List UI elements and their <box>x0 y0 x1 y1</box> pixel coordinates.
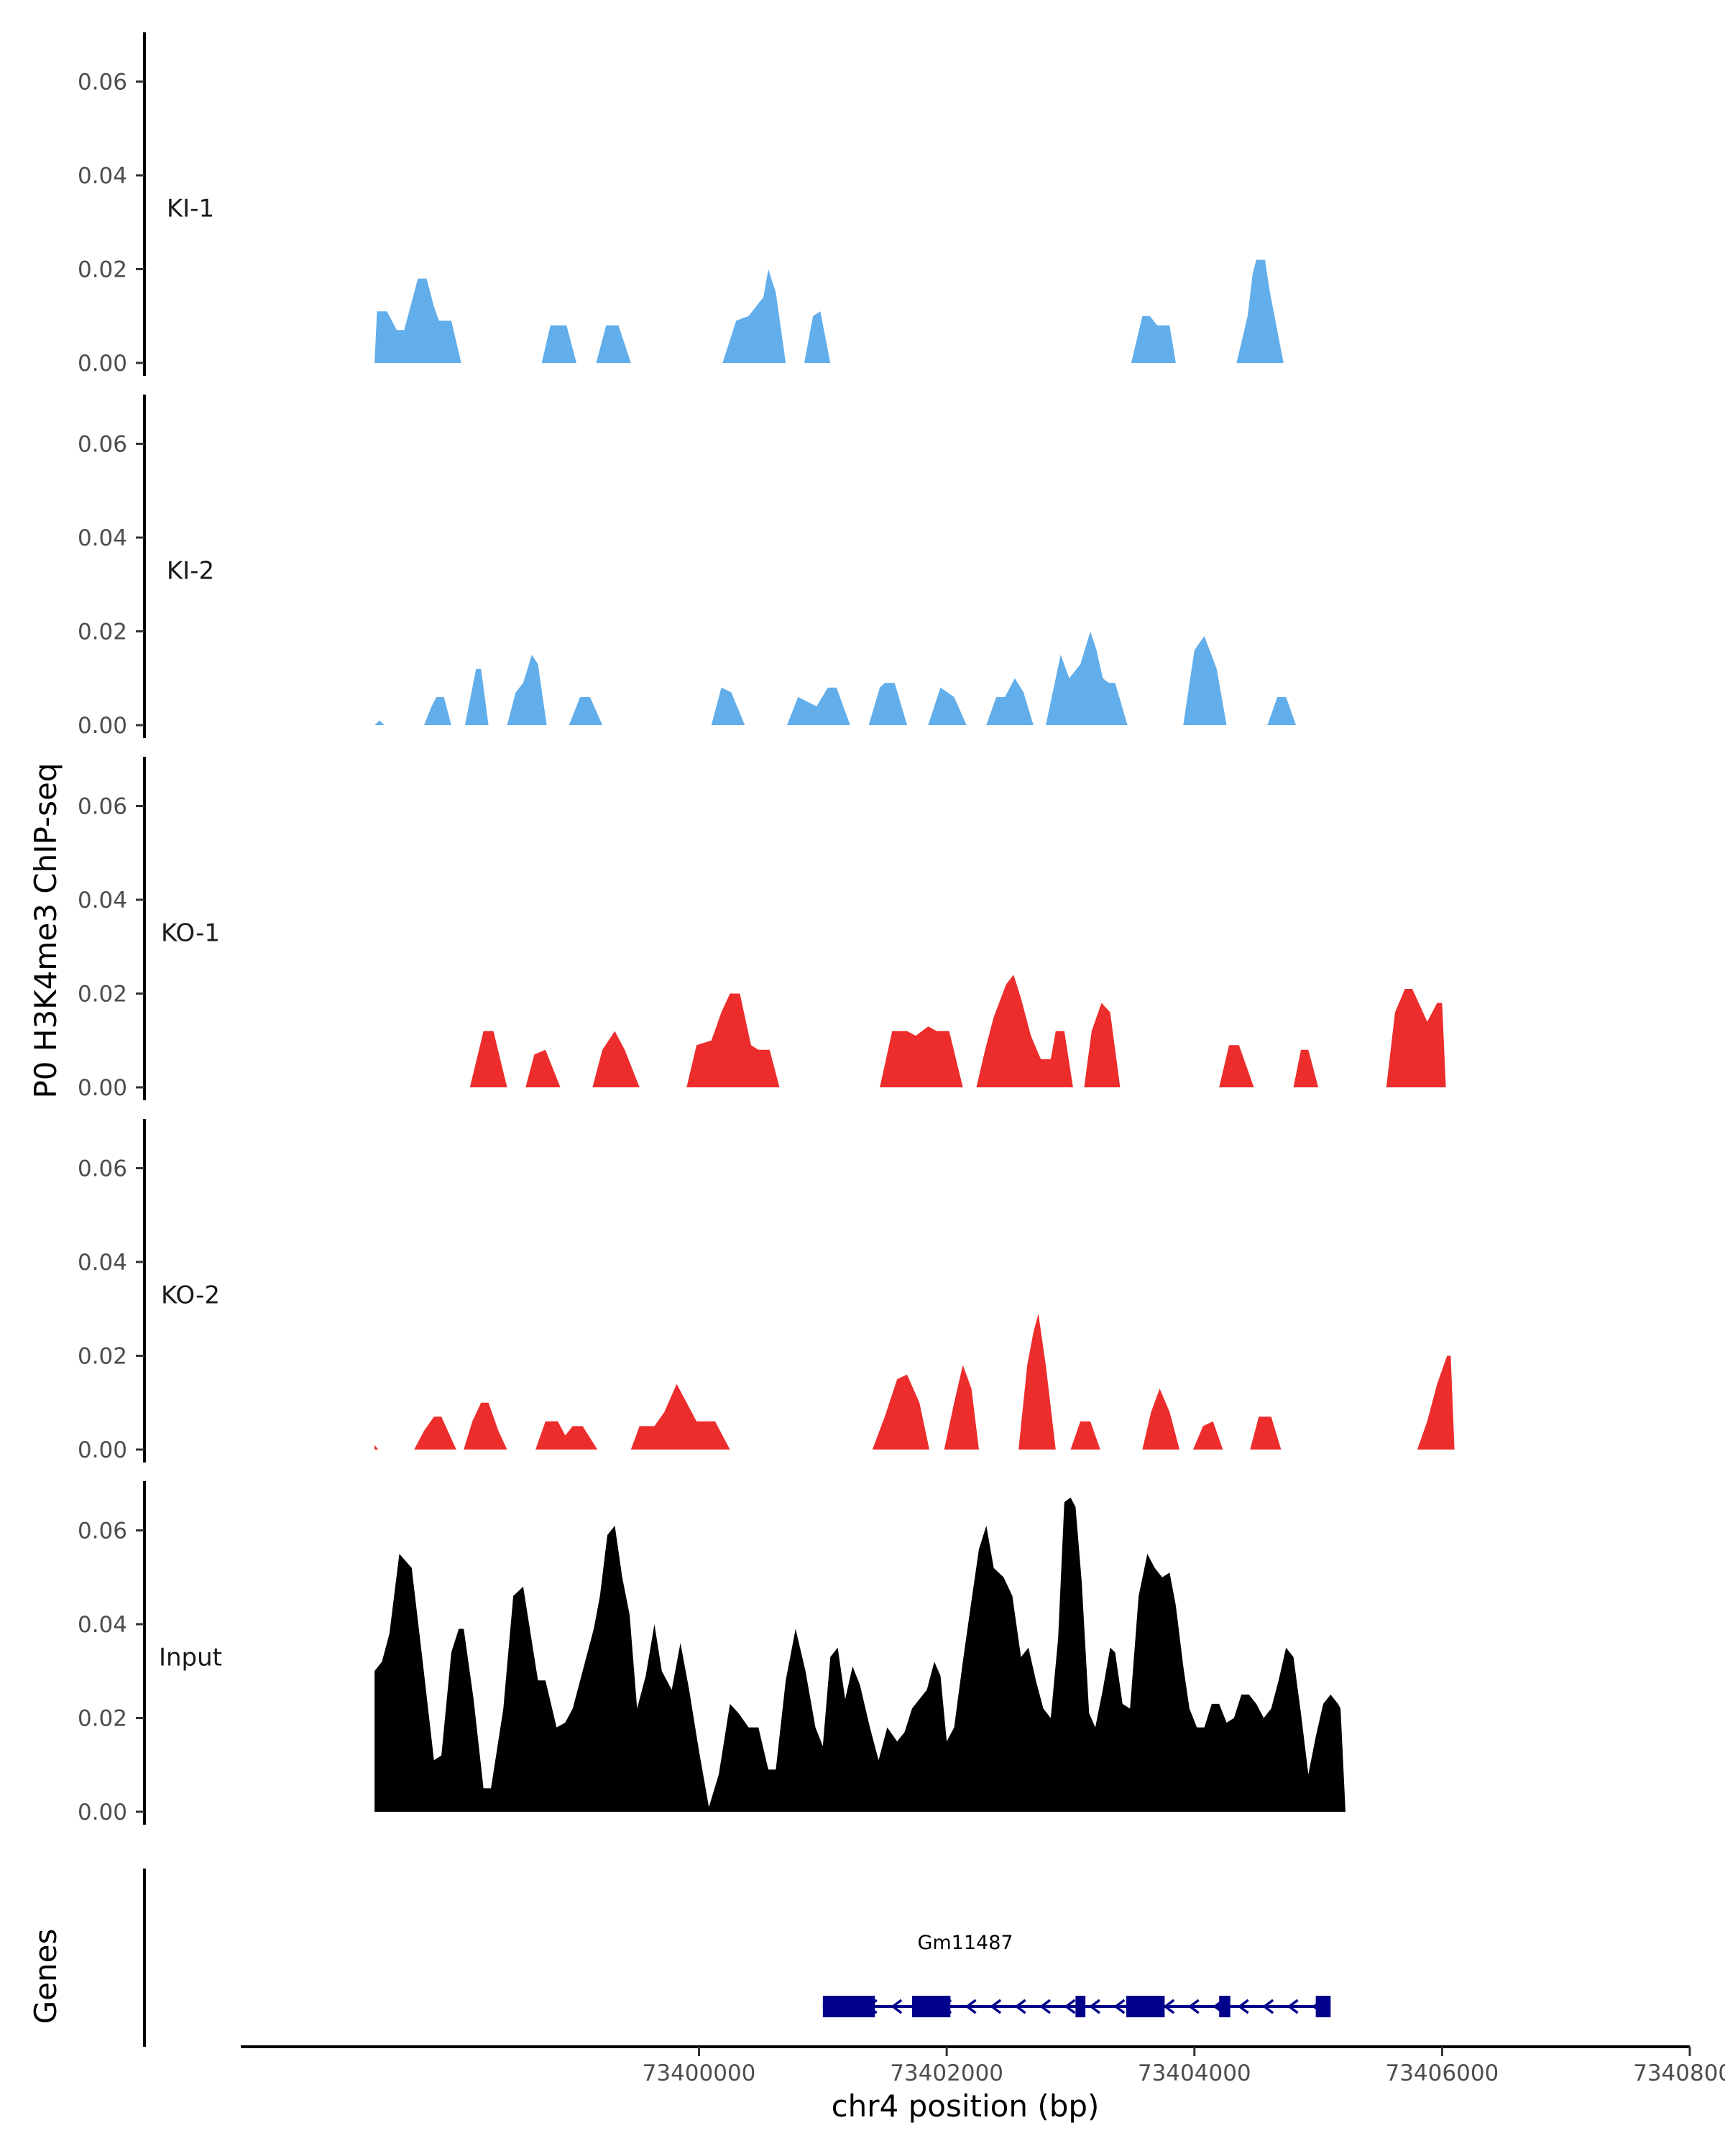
y-tick-label: 0.04 <box>78 1250 127 1276</box>
strand-arrow <box>990 1999 1002 2014</box>
gene-name-label: Gm11487 <box>917 1932 1013 1954</box>
y-tick-label: 0.00 <box>78 713 127 739</box>
strand-arrow <box>1089 1999 1100 2014</box>
genes-layer <box>143 1869 1331 2047</box>
signal-area <box>374 1497 1346 1812</box>
y-tick-label: 0.06 <box>78 1519 127 1544</box>
y-tick-label: 0.00 <box>78 1800 127 1825</box>
y-tick-label: 0.06 <box>78 432 127 458</box>
y-tick-label: 0.04 <box>78 888 127 913</box>
track-panel-input: 0.00 0.02 0.04 0.06 Input <box>78 1481 1346 1825</box>
gene-exon <box>911 1996 951 2017</box>
tracks-layer: 0.00 0.02 0.04 0.06 KI-1 0.00 0.02 0.04 0.06 KI-2… <box>78 32 1455 1825</box>
strand-arrow <box>1064 1999 1076 2014</box>
strand-arrow <box>1039 1999 1052 2014</box>
y-tick-label: 0.02 <box>78 619 127 645</box>
track-label: KI-2 <box>167 557 214 586</box>
track-panel-ki-1: 0.00 0.02 0.04 0.06 KI-1 <box>78 32 1319 377</box>
gene-exon <box>1219 1996 1230 2017</box>
genes-track-title: Genes <box>28 1929 63 2024</box>
strand-arrow <box>965 1999 977 2014</box>
track-panel-ki-2: 0.00 0.02 0.04 0.06 KI-2 <box>78 395 1297 739</box>
y-tick-label: 0.06 <box>78 1156 127 1182</box>
x-tick-label: 73408000 <box>1633 2060 1725 2086</box>
gene-exon <box>1075 1996 1086 2017</box>
strand-arrow <box>891 1999 903 2014</box>
x-axis: 73400000 73402000 73404000 73406000 73408000 <box>241 2045 1725 2086</box>
signal-area <box>374 259 1319 363</box>
track-label: KO-2 <box>161 1281 220 1310</box>
y-tick-label: 0.04 <box>78 1612 127 1638</box>
y-tick-label: 0.00 <box>78 351 127 377</box>
y-tick-label: 0.06 <box>78 70 127 96</box>
x-tick-label: 73400000 <box>643 2060 756 2086</box>
strand-arrow <box>1163 1999 1175 2014</box>
strand-arrow <box>1014 1999 1026 2014</box>
signal-area <box>374 1313 1455 1450</box>
gene-exon <box>822 1996 875 2017</box>
y-tick-label: 0.00 <box>78 1075 127 1101</box>
strand-arrow <box>1287 1999 1299 2014</box>
gene-exon <box>1315 1996 1331 2017</box>
signal-area <box>374 631 1297 725</box>
x-tick-label: 73402000 <box>890 2060 1003 2086</box>
y-tick-label: 0.04 <box>78 525 127 551</box>
track-panel-ko-2: 0.00 0.02 0.04 0.06 KO-2 <box>78 1119 1455 1463</box>
gene-exon <box>1126 1996 1165 2017</box>
track-panel-ko-1: 0.00 0.02 0.04 0.06 KO-1 <box>78 757 1446 1101</box>
x-tick-label: 73404000 <box>1138 2060 1251 2086</box>
track-label: KO-1 <box>161 919 220 948</box>
x-axis-title: chr4 position (bp) <box>832 2088 1100 2124</box>
strand-arrow <box>1113 1999 1126 2014</box>
x-tick-label: 73406000 <box>1385 2060 1499 2086</box>
y-tick-label: 0.02 <box>78 1344 127 1370</box>
y-tick-label: 0.04 <box>78 163 127 189</box>
signal-area <box>469 975 1446 1087</box>
track-label: KI-1 <box>167 195 214 224</box>
y-tick-label: 0.02 <box>78 257 127 283</box>
strand-arrow <box>1187 1999 1200 2014</box>
y-tick-label: 0.02 <box>78 982 127 1008</box>
y-tick-label: 0.06 <box>78 794 127 820</box>
strand-arrow <box>1262 1999 1274 2014</box>
y-axis-title: P0 H3K4me3 ChIP-seq <box>28 763 63 1098</box>
y-tick-label: 0.00 <box>78 1437 127 1463</box>
strand-arrow <box>1237 1999 1249 2014</box>
y-tick-label: 0.02 <box>78 1706 127 1732</box>
track-label: Input <box>159 1644 222 1672</box>
